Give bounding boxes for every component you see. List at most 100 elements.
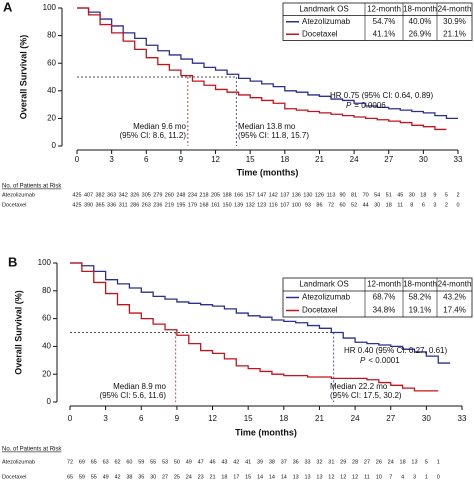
at-risk-count: 60 — [339, 202, 345, 208]
legend-label: Docetaxel — [302, 29, 338, 38]
at-risk-count: 14 — [269, 474, 275, 480]
at-risk-count: 12 — [340, 474, 346, 480]
at-risk-count: 326 — [130, 192, 139, 198]
p-label: P — [360, 356, 366, 365]
at-risk-count: 35 — [138, 474, 144, 480]
at-risk-count: 363 — [107, 192, 116, 198]
at-risk-count: 263 — [142, 202, 151, 208]
at-risk-count: 126 — [315, 192, 324, 198]
at-risk-count: 26 — [376, 459, 382, 465]
at-risk-count: 30 — [150, 474, 156, 480]
at-risk-row-label: Atezolizumab — [2, 192, 35, 198]
at-risk-count: 42 — [114, 474, 120, 480]
at-risk-count: 46 — [209, 459, 215, 465]
y-tick-label: 20 — [47, 114, 56, 123]
x-tick-label: 30 — [419, 155, 428, 164]
x-tick-label: 3 — [103, 414, 108, 423]
table-header: 12-month — [367, 280, 401, 289]
at-risk-count: 157 — [246, 192, 255, 198]
y-tick-label: 80 — [47, 31, 56, 40]
survival-curve — [77, 7, 458, 120]
at-risk-count: 286 — [130, 202, 139, 208]
table-cell: 26.9% — [409, 29, 432, 38]
survival-curve — [77, 7, 447, 131]
at-risk-count: 90 — [339, 192, 345, 198]
at-risk-count: 59 — [79, 474, 85, 480]
p-number: < 0.0001 — [368, 356, 400, 365]
at-risk-count: 39 — [257, 459, 263, 465]
at-risk-count: 36 — [293, 459, 299, 465]
x-tick-label: 27 — [386, 414, 395, 423]
at-risk-count: 43 — [221, 459, 227, 465]
at-risk-count: 205 — [211, 192, 220, 198]
y-axis-label: Overall Survival (%) — [13, 290, 23, 375]
at-risk-count: 86 — [316, 202, 322, 208]
at-risk-count: 188 — [222, 192, 231, 198]
at-risk-count: 260 — [165, 192, 174, 198]
at-risk-count: 336 — [107, 202, 116, 208]
at-risk-count: 130 — [303, 192, 312, 198]
at-risk-count: 123 — [257, 202, 266, 208]
median-label: Median 8.9 mo — [113, 382, 166, 391]
at-risk-count: 12 — [328, 474, 334, 480]
at-risk-count: 113 — [327, 192, 336, 198]
at-risk-count: 28 — [352, 459, 358, 465]
at-risk-count: 179 — [188, 202, 197, 208]
at-risk-count: 0 — [456, 202, 459, 208]
y-axis-label: Overall Survival (%) — [18, 35, 28, 120]
at-risk-count: 5 — [445, 192, 448, 198]
at-risk-count: 52 — [351, 202, 357, 208]
at-risk-count: 218 — [199, 192, 208, 198]
at-risk-count: 72 — [67, 459, 73, 465]
x-tick-label: 18 — [279, 414, 288, 423]
panel-label: A — [3, 0, 13, 14]
x-tick-label: 18 — [280, 155, 289, 164]
table-header: 18-month — [403, 4, 437, 13]
table-header: 18-month — [403, 280, 437, 289]
at-risk-count: 69 — [79, 459, 85, 465]
at-risk-row-label: Atezolizumab — [2, 459, 35, 465]
at-risk-count: 53 — [162, 459, 168, 465]
table-header: 24-month — [438, 4, 472, 13]
at-risk-count: 30 — [409, 192, 415, 198]
at-risk-count: 13 — [305, 474, 311, 480]
at-risk-count: 1 — [425, 474, 428, 480]
legend-label: Atezolizumab — [302, 17, 351, 26]
at-risk-count: 37 — [281, 459, 287, 465]
at-risk-count: 407 — [84, 192, 93, 198]
at-risk-count: 21 — [209, 474, 215, 480]
at-risk-count: 6 — [422, 202, 425, 208]
at-risk-row-label: Docetaxel — [2, 202, 26, 208]
y-tick-label: 60 — [42, 314, 51, 323]
at-risk-count: 2 — [456, 192, 459, 198]
at-risk-count: 18 — [386, 202, 392, 208]
at-risk-count: 14 — [257, 474, 263, 480]
at-risk-count: 31 — [328, 459, 334, 465]
legend-label: Docetaxel — [302, 306, 338, 315]
at-risk-count: 47 — [198, 459, 204, 465]
y-tick-label: 40 — [47, 86, 56, 95]
at-risk-count: 27 — [162, 474, 168, 480]
at-risk-count: 116 — [269, 202, 278, 208]
table-cell: 41.1% — [373, 29, 396, 38]
at-risk-count: 12 — [352, 474, 358, 480]
at-risk-count: 65 — [67, 474, 73, 480]
x-tick-label: 30 — [422, 414, 431, 423]
y-tick-label: 80 — [42, 286, 51, 295]
at-risk-title: No. of Patients at Risk — [2, 447, 62, 453]
at-risk-count: 32 — [316, 459, 322, 465]
at-risk-count: 425 — [72, 192, 81, 198]
x-axis-label: Time (months) — [237, 167, 299, 177]
at-risk-count: 311 — [119, 202, 128, 208]
at-risk-count: 59 — [138, 459, 144, 465]
at-risk-count: 11 — [397, 202, 403, 208]
at-risk-count: 49 — [186, 459, 192, 465]
median-ci: (95% CI: 17.5, 30.2) — [330, 391, 402, 400]
at-risk-title: No. of Patients at Risk — [2, 184, 62, 190]
at-risk-count: 65 — [91, 459, 97, 465]
table-header: 24-month — [438, 280, 472, 289]
x-tick-label: 27 — [384, 155, 393, 164]
at-risk-count: 17 — [233, 474, 239, 480]
at-risk-count: 63 — [103, 459, 109, 465]
